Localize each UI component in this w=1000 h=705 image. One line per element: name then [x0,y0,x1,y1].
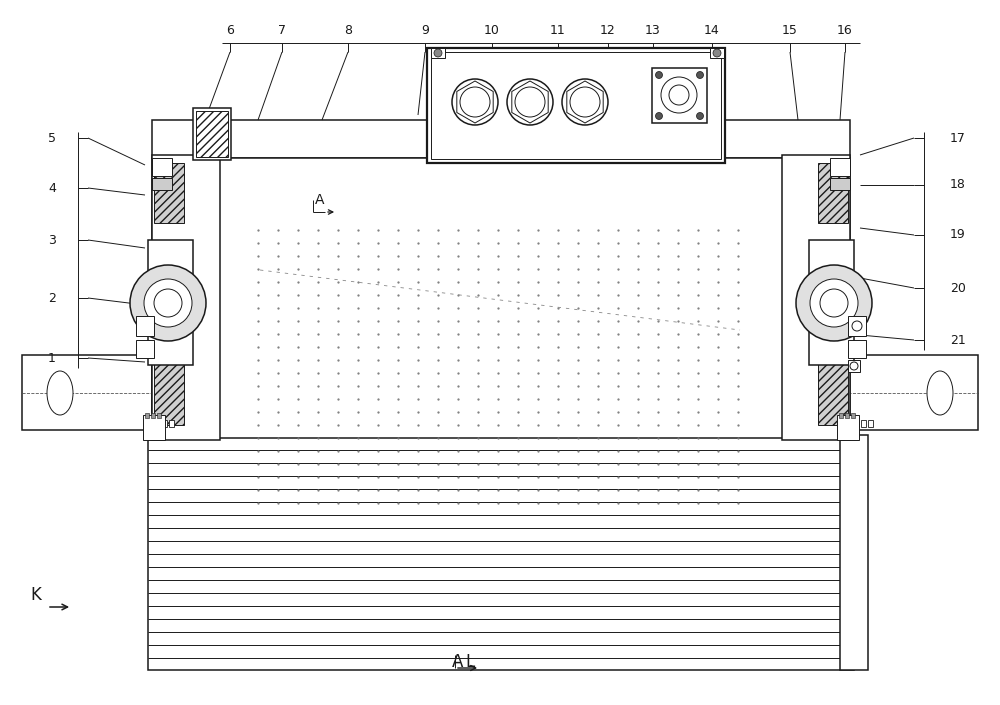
Circle shape [713,49,721,57]
Text: 13: 13 [645,23,661,37]
Bar [152,120,850,158]
Bar [145,413,149,418]
Circle shape [452,79,498,125]
Circle shape [696,71,704,78]
Ellipse shape [927,371,953,415]
Bar [854,420,859,427]
Bar [22,355,152,430]
Bar [152,158,850,438]
Bar [136,316,154,336]
Bar [154,360,184,425]
Circle shape [434,49,442,57]
Text: K: K [30,586,41,604]
Text: 20: 20 [950,281,966,295]
Circle shape [507,79,553,125]
Text: 2: 2 [48,291,56,305]
Bar [431,48,445,58]
Text: 16: 16 [837,23,853,37]
Bar [847,420,852,427]
Bar [196,111,228,157]
Text: 4: 4 [48,181,56,195]
Bar [169,420,174,427]
Text: 17: 17 [950,132,966,145]
Circle shape [796,265,872,341]
Bar [154,163,184,223]
Text: 6: 6 [226,23,234,37]
Bar [193,108,231,160]
Bar [152,178,172,190]
Ellipse shape [47,371,73,415]
Bar [868,420,873,427]
Bar [830,178,850,190]
Bar [152,158,172,176]
Text: 7: 7 [278,23,286,37]
Bar [809,240,854,365]
Bar [861,420,866,427]
Text: 8: 8 [344,23,352,37]
Bar [427,48,725,163]
Text: 21: 21 [950,333,966,346]
Bar [157,413,161,418]
Bar [848,316,866,336]
Bar [148,240,193,365]
Text: 9: 9 [421,23,429,37]
Bar [148,420,153,427]
Text: A: A [315,193,324,207]
Text: 18: 18 [950,178,966,192]
Bar [143,415,165,440]
Circle shape [144,279,192,327]
Bar [851,413,855,418]
Circle shape [562,79,608,125]
Circle shape [696,113,704,120]
Circle shape [810,279,858,327]
Text: A: A [452,653,463,671]
Bar [652,68,707,123]
Bar [152,155,220,440]
Bar [162,420,167,427]
Bar [818,360,848,425]
Bar [848,340,866,358]
Circle shape [656,113,662,120]
Circle shape [130,265,206,341]
Bar [818,163,848,223]
Text: 3: 3 [48,233,56,247]
Text: L: L [465,653,474,671]
Bar [839,413,843,418]
Bar [431,52,721,159]
Text: 5: 5 [48,132,56,145]
Text: 15: 15 [782,23,798,37]
Text: 10: 10 [484,23,500,37]
Text: 1: 1 [48,352,56,364]
Bar [151,413,155,418]
Text: 14: 14 [704,23,720,37]
Bar [155,420,160,427]
Bar [710,48,724,58]
Bar [848,355,978,430]
Bar [148,435,854,670]
Bar [845,413,849,418]
Bar [830,158,850,176]
Text: 19: 19 [950,228,966,242]
Text: 12: 12 [600,23,616,37]
Bar [782,155,850,440]
Bar [840,435,868,670]
Text: 11: 11 [550,23,566,37]
Bar [837,415,859,440]
Bar [136,340,154,358]
Bar [848,360,860,372]
Circle shape [656,71,662,78]
